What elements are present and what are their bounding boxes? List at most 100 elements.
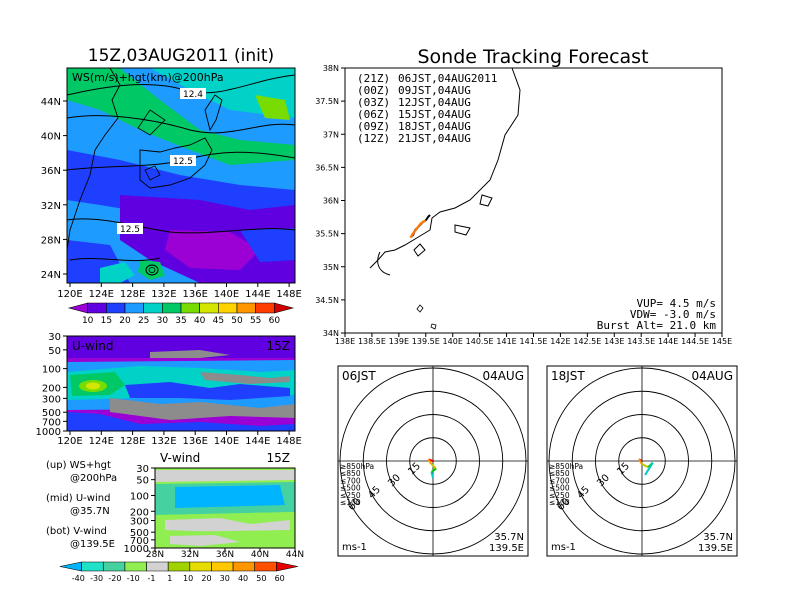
ws-colorbar-tick: 50 (231, 316, 243, 326)
track-x-tick: 138E (335, 337, 355, 346)
launch-utc: (06Z) (357, 108, 390, 121)
v-wind-y-tick: 100 (130, 491, 149, 502)
track-map-x-axis: 138E 138.5E 139E 139.5E 140E 140.5E 141E 141.5E… (335, 333, 732, 346)
contour-label-2: 12.5 (170, 155, 196, 167)
ws-y-tick: 44N (41, 97, 61, 108)
track-x-tick: 140.5E (466, 337, 494, 346)
u-wind-y-tick: 50 (48, 346, 61, 357)
ws-colorbar-swatch (162, 302, 182, 314)
ws-x-tick: 132E (151, 289, 176, 300)
ws-map-field (67, 68, 295, 283)
track-x-tick: 143.5E (627, 337, 655, 346)
v-wind-x-tick: 32N (181, 550, 199, 560)
ws-colorbar-tick: 10 (82, 316, 94, 326)
u-wind-y-tick: 500 (42, 408, 61, 419)
hodograph-level-label: ≤100 (340, 498, 361, 507)
hodograph-date: 04AUG (691, 369, 733, 383)
ws-colorbar-tick: 45 (213, 316, 224, 326)
ws-colorbar-swatch (143, 302, 163, 314)
launch-jst: 18JST,04AUG (398, 120, 471, 133)
ws-colorbar-swatch (124, 302, 144, 314)
v-wind-colorbar-swatch (232, 561, 256, 572)
v-wind-colorbar-swatch (189, 561, 212, 572)
hodograph-time: 06JST (342, 369, 376, 383)
ws-x-tick: 128E (120, 289, 145, 300)
hodograph-unit: ms-1 (551, 542, 576, 553)
ws-colorbar-swatch (218, 302, 238, 314)
track-y-tick: 36.5N (315, 163, 339, 172)
u-wind-y-tick: 100 (42, 365, 61, 376)
ws-colorbar-swatch (199, 302, 219, 314)
note-tag: (mid) U-wind (46, 493, 110, 504)
v-wind-colorbar-tick: 1 (167, 574, 172, 583)
launch-utc: (12Z) (357, 132, 390, 145)
u-wind-x-tick: 140E (214, 436, 239, 447)
v-wind-y-tick: 500 (130, 528, 149, 539)
launch-legend: (21Z) 06JST,04AUG2011 (00Z) 09JST,04AUG (03Z… (357, 72, 497, 145)
hodograph-unit: ms-1 (342, 542, 367, 553)
v-wind-colorbar-swatch (146, 561, 169, 572)
u-wind-label: U-wind (72, 339, 113, 353)
v-wind-colorbar-tick: 60 (275, 574, 285, 583)
track-map-coast (369, 68, 521, 330)
ws-colorbar-swatch (106, 302, 126, 314)
ws-y-tick: 32N (41, 201, 61, 212)
u-wind-y-tick: 300 (42, 394, 61, 405)
hodograph-lon: 139.5E (698, 543, 733, 554)
hodograph-level-label: ≥850hPa (549, 462, 583, 471)
v-wind-colorbar: -40 -30 -20 -10 -1 1 10 20 30 40 50 60 (59, 561, 299, 583)
u-wind-x-tick: 148E (276, 436, 301, 447)
contour-label-3: 12.5 (117, 223, 143, 235)
note-level: @35.7N (70, 506, 110, 517)
track-x-tick: 138.5E (358, 337, 386, 346)
v-wind-colorbar-swatch (211, 561, 234, 572)
track-y-tick: 35N (323, 263, 339, 272)
hodograph-lat: 35.7N (703, 532, 733, 543)
track-y-tick: 38N (323, 64, 339, 73)
note-tag: (bot) V-wind (46, 526, 107, 537)
hodograph-segment (427, 458, 433, 465)
hodograph-level-label: ≤700 (549, 476, 570, 485)
v-wind-colorbar-tick: 10 (183, 574, 193, 583)
u-wind-y-tick: 30 (48, 332, 61, 343)
track-x-tick: 141E (496, 337, 516, 346)
ws-colorbar-swatch (87, 302, 107, 314)
hodograph-segment (430, 463, 437, 470)
track-y-tick: 37.5N (315, 97, 339, 106)
svg-text:12.5: 12.5 (173, 157, 193, 167)
panel-notes: (up) WS+hgt @200hPa (mid) U-wind @35.7N (bot… (46, 460, 117, 550)
v-wind-x-tick: 40N (251, 550, 269, 560)
hodograph-level-label: ≥850hPa (340, 462, 374, 471)
v-wind-colorbar-tick: -20 (108, 574, 121, 583)
hodograph-level-label: ≤850 (340, 469, 361, 478)
ws-x-tick: 140E (214, 289, 239, 300)
launch-site-mark (424, 214, 431, 221)
track-x-tick: 144E (658, 337, 678, 346)
ws-colorbar-tick: 55 (250, 316, 261, 326)
track-x-tick: 139E (389, 337, 409, 346)
ws-y-tick: 24N (41, 270, 61, 281)
track-x-tick: 145E (712, 337, 732, 346)
forecast-title: Sonde Tracking Forecast (417, 46, 648, 68)
u-wind-x-tick: 132E (151, 436, 176, 447)
launch-jst: 21JST,04AUG (398, 132, 471, 145)
hodograph-level-label: ≤250 (549, 491, 570, 500)
v-wind-colorbar-swatch (59, 561, 82, 572)
vup-text: VUP= 4.5 m/s (637, 297, 716, 310)
launch-jst: 15JST,04AUG (398, 108, 471, 121)
ws-x-tick: 124E (89, 289, 114, 300)
v-wind-colorbar-tick: 20 (201, 574, 211, 583)
u-wind-x-tick: 144E (245, 436, 270, 447)
note-level: @139.5E (70, 539, 115, 550)
note-level: @200hPa (70, 473, 117, 484)
v-wind-colorbar-swatch (276, 561, 299, 572)
ws-x-tick: 148E (276, 289, 301, 300)
u-wind-y-tick: 700 (42, 417, 61, 428)
ws-colorbar-tick: 20 (119, 316, 131, 326)
track-x-tick: 139.5E (412, 337, 440, 346)
v-wind-colorbar-tick: -30 (90, 574, 103, 583)
ws-x-tick: 136E (182, 289, 207, 300)
hodograph-date: 04AUG (482, 369, 524, 383)
